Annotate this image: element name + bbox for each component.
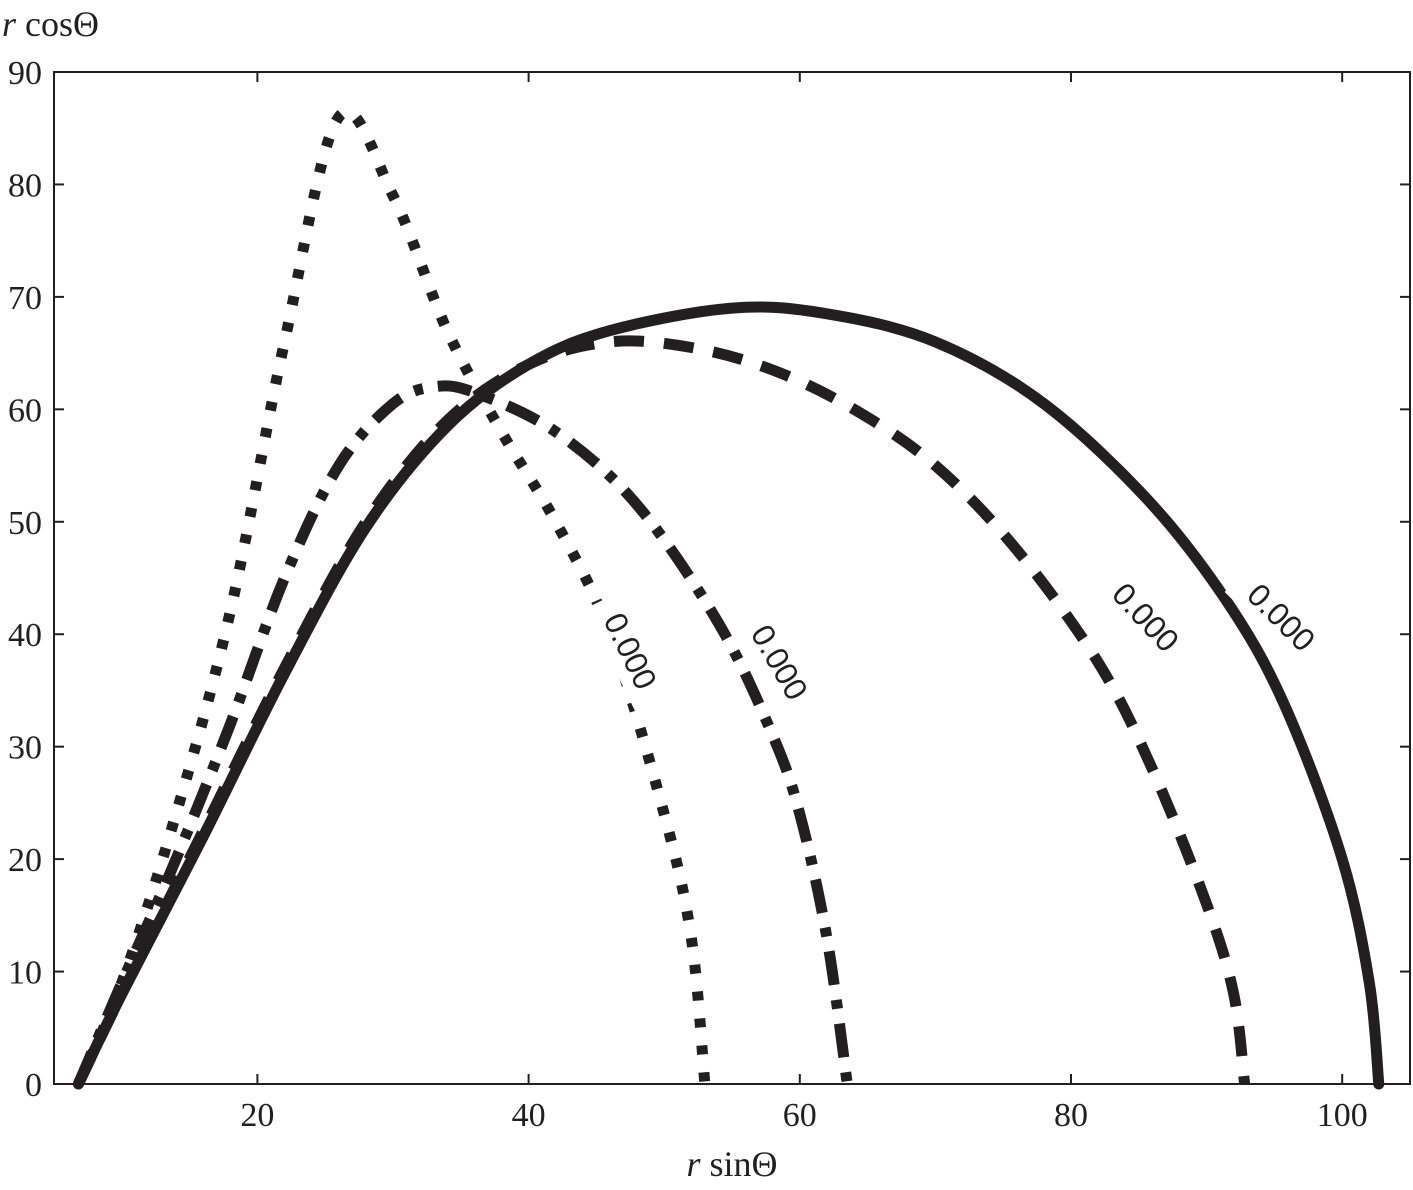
y-tick-label: 90 bbox=[8, 55, 42, 92]
series-solid-line bbox=[72, 301, 1385, 1090]
series-dotted-line bbox=[73, 106, 711, 1087]
series-dash-dot-line bbox=[73, 380, 853, 1087]
y-axis-title: r cosΘ bbox=[2, 4, 99, 44]
y-tick-label: 10 bbox=[8, 955, 42, 992]
axis-ticks bbox=[54, 71, 1410, 1085]
series-dashed-line bbox=[73, 335, 1251, 1087]
y-tick-label: 60 bbox=[8, 392, 42, 429]
series-layer bbox=[72, 106, 1385, 1090]
plot-frame bbox=[53, 71, 1411, 1085]
x-tick-label: 20 bbox=[240, 1097, 274, 1134]
axis-tick-labels: 20 40 60 80 100 0 10 20 30 40 50 60 70 80 90 bbox=[8, 55, 1368, 1134]
y-tick-label: 40 bbox=[8, 617, 42, 654]
x-tick-label: 60 bbox=[783, 1097, 817, 1134]
contour-label-mask bbox=[585, 589, 676, 713]
y-tick-label: 30 bbox=[8, 730, 42, 767]
y-tick-label: 70 bbox=[8, 280, 42, 317]
y-tick-label: 80 bbox=[8, 167, 42, 204]
x-tick-label: 100 bbox=[1317, 1097, 1368, 1134]
x-tick-label: 40 bbox=[512, 1097, 546, 1134]
y-tick-label: 50 bbox=[8, 505, 42, 542]
contour-label-mask bbox=[731, 601, 828, 724]
x-axis-title: r sinΘ bbox=[686, 1144, 777, 1184]
contour-label-mask bbox=[1089, 559, 1202, 675]
y-tick-label: 20 bbox=[8, 842, 42, 879]
y-tick-label: 0 bbox=[25, 1067, 42, 1104]
x-tick-label: 80 bbox=[1054, 1097, 1088, 1134]
contour-label-mask bbox=[1224, 560, 1338, 674]
